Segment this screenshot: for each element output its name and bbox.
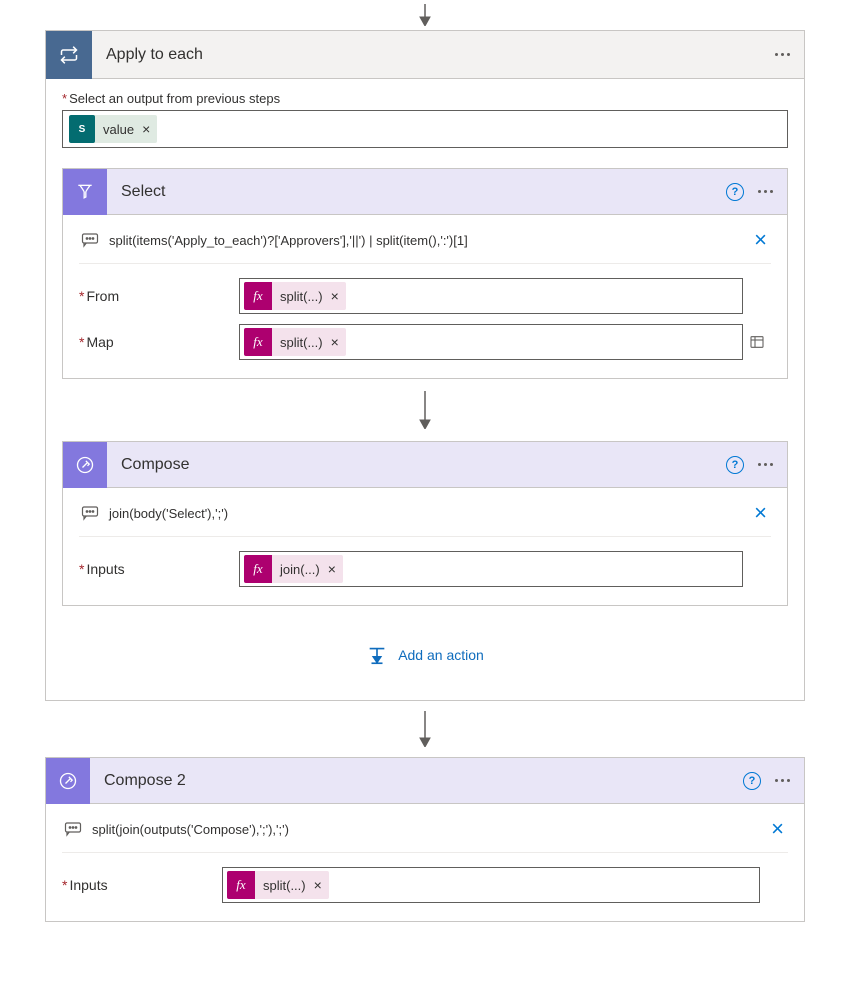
fx-token[interactable]: fx join(...) ×	[244, 555, 343, 583]
close-peek-button[interactable]: ×	[767, 818, 788, 840]
map-input[interactable]: fx split(...) ×	[239, 324, 743, 360]
help-icon[interactable]: ?	[726, 183, 744, 201]
compose-icon	[46, 758, 90, 804]
select-title: Select	[107, 183, 726, 201]
help-icon[interactable]: ?	[726, 456, 744, 474]
close-peek-button[interactable]: ×	[750, 229, 771, 251]
peek-expression: split(items('Apply_to_each')?['Approvers…	[101, 233, 750, 248]
compose-title: Compose	[107, 456, 726, 474]
help-icon[interactable]: ?	[743, 772, 761, 790]
peek-expression: join(body('Select'),';')	[101, 506, 750, 521]
select-output-label: *Select an output from previous steps	[62, 91, 788, 106]
remove-token-button[interactable]: ×	[140, 121, 157, 137]
more-menu-button[interactable]	[756, 457, 775, 472]
value-token[interactable]: S value ×	[69, 115, 157, 143]
more-menu-button[interactable]	[773, 773, 792, 788]
fx-token[interactable]: fx split(...) ×	[244, 282, 346, 310]
filter-icon	[63, 169, 107, 215]
fx-icon: fx	[244, 328, 272, 356]
add-action-label: Add an action	[398, 647, 484, 663]
remove-token-button[interactable]: ×	[326, 561, 343, 577]
select-card: Select ? split(items('Apply_to_each')?['…	[62, 168, 788, 379]
select-output-input[interactable]: S value ×	[62, 110, 788, 148]
remove-token-button[interactable]: ×	[312, 877, 329, 893]
connector-arrow	[10, 0, 840, 30]
fx-token-label: split(...)	[272, 289, 329, 304]
comment-icon	[62, 821, 84, 837]
inputs-input[interactable]: fx split(...) ×	[222, 867, 760, 903]
inputs-input[interactable]: fx join(...) ×	[239, 551, 743, 587]
apply-to-each-title: Apply to each	[92, 46, 773, 64]
comment-icon	[79, 232, 101, 248]
apply-to-each-card: Apply to each *Select an output from pre…	[45, 30, 805, 701]
fx-icon: fx	[227, 871, 255, 899]
remove-token-button[interactable]: ×	[329, 288, 346, 304]
fx-icon: fx	[244, 282, 272, 310]
compose-icon	[63, 442, 107, 488]
switch-map-mode-button[interactable]	[743, 334, 771, 350]
peek-row: split(items('Apply_to_each')?['Approvers…	[79, 229, 771, 264]
required-star: *	[62, 91, 67, 106]
compose-header[interactable]: Compose ?	[63, 442, 787, 488]
compose2-header[interactable]: Compose 2 ?	[46, 758, 804, 804]
fx-token[interactable]: fx split(...) ×	[244, 328, 346, 356]
connector-arrow	[10, 701, 840, 757]
fx-icon: fx	[244, 555, 272, 583]
more-menu-button[interactable]	[773, 47, 792, 62]
loop-icon	[46, 31, 92, 79]
from-input[interactable]: fx split(...) ×	[239, 278, 743, 314]
connector-arrow	[62, 379, 788, 441]
add-action-button[interactable]: Add an action	[62, 606, 788, 676]
inputs-label: *Inputs	[62, 877, 222, 893]
compose2-title: Compose 2	[90, 772, 743, 790]
value-token-label: value	[95, 122, 140, 137]
compose2-card: Compose 2 ? split(join(outputs('Compose'…	[45, 757, 805, 922]
more-menu-button[interactable]	[756, 184, 775, 199]
comment-icon	[79, 505, 101, 521]
apply-to-each-header[interactable]: Apply to each	[46, 31, 804, 79]
peek-row: split(join(outputs('Compose'),';'),';') …	[62, 818, 788, 853]
fx-token[interactable]: fx split(...) ×	[227, 871, 329, 899]
peek-expression: split(join(outputs('Compose'),';'),';')	[84, 822, 767, 837]
fx-token-label: split(...)	[255, 878, 312, 893]
select-header[interactable]: Select ?	[63, 169, 787, 215]
remove-token-button[interactable]: ×	[329, 334, 346, 350]
close-peek-button[interactable]: ×	[750, 502, 771, 524]
compose-card: Compose ? join(body('Select'),';') ×	[62, 441, 788, 606]
insert-step-icon	[366, 644, 388, 666]
fx-token-label: join(...)	[272, 562, 326, 577]
from-label: *From	[79, 288, 239, 304]
fx-token-label: split(...)	[272, 335, 329, 350]
inputs-label: *Inputs	[79, 561, 239, 577]
sharepoint-icon: S	[69, 115, 95, 143]
map-label: *Map	[79, 334, 239, 350]
peek-row: join(body('Select'),';') ×	[79, 502, 771, 537]
